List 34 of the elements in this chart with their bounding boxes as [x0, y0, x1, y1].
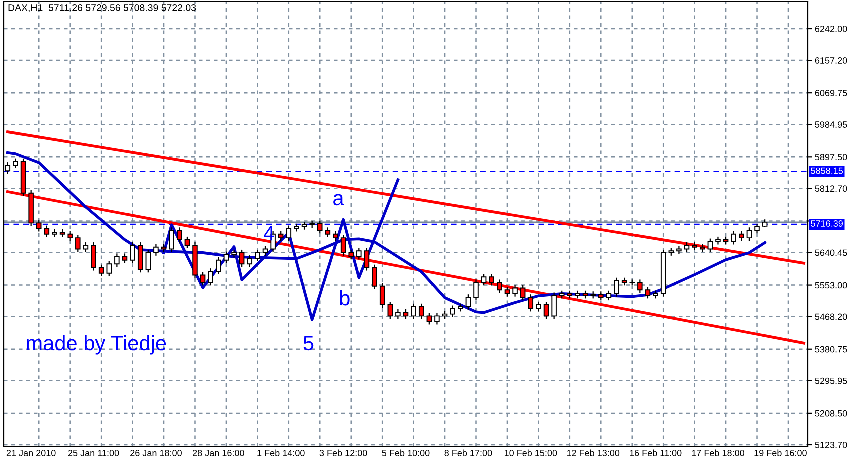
ref-line-label: 5858.15: [811, 168, 844, 174]
y-tick-label: 6242.00: [815, 26, 848, 32]
chart-title: DAX,H1 5711.26 5729.56 5708.39 5722.03: [8, 4, 196, 13]
x-tick-label: 8 Feb 17:00: [444, 450, 492, 456]
y-tick-label: 5640.45: [815, 250, 848, 256]
x-tick-label: 16 Feb 11:00: [630, 450, 682, 456]
y-tick-label: 5897.50: [815, 154, 848, 161]
x-tick-label: 17 Feb 18:00: [692, 450, 744, 456]
x-tick-label: 28 Jan 16:00: [193, 450, 244, 456]
annotation: made by Tiedje: [27, 335, 166, 355]
x-tick-label: 5 Feb 10:00: [382, 450, 430, 456]
y-tick-label: 5208.50: [815, 410, 848, 417]
x-tick-label: 10 Feb 15:00: [504, 450, 558, 456]
annotation: a: [334, 194, 344, 206]
x-tick-label: 1 Feb 14:00: [258, 450, 305, 456]
x-tick-label: 12 Feb 13:00: [567, 450, 620, 456]
x-tick-label: 26 Jan 18:00: [130, 450, 182, 456]
x-tick-label: 3 Feb 12:00: [320, 450, 368, 456]
x-tick-label: 21 Jan 2010: [6, 450, 56, 456]
ref-line-label: 5716.39: [811, 220, 843, 227]
y-tick-label: 5812.70: [815, 186, 848, 192]
y-tick-label: 5553.00: [815, 282, 848, 289]
y-tick-label: 6069.75: [815, 90, 848, 96]
annotation: 4: [264, 226, 275, 241]
x-tick-label: 25 Jan 11:00: [68, 450, 120, 456]
y-tick-label: 5380.75: [815, 346, 848, 353]
y-tick-label: 5123.70: [815, 442, 848, 448]
annotation: 5: [304, 336, 314, 351]
y-tick-label: 6157.20: [815, 58, 848, 64]
annotation: b: [340, 290, 350, 306]
x-tick-label: 19 Feb 16:00: [754, 450, 807, 456]
y-tick-label: 5984.95: [815, 122, 848, 128]
y-tick-label: 5468.20: [815, 314, 848, 320]
y-tick-label: 5295.95: [815, 378, 848, 384]
